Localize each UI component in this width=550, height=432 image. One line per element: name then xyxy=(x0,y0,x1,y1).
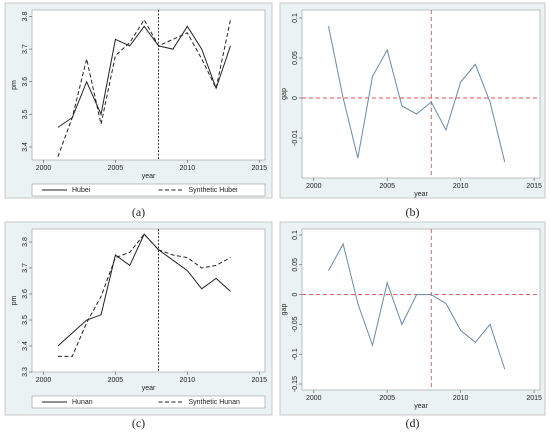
legend-box xyxy=(31,183,266,197)
series-line xyxy=(328,242,506,370)
y-tick-label: -0.05 xyxy=(292,316,299,332)
plot-area xyxy=(301,228,541,391)
legend-label: Synthetic Hunan xyxy=(189,399,240,406)
x-tick-label: 2015 xyxy=(251,165,267,172)
x-tick-label: 2005 xyxy=(108,165,124,172)
series-line xyxy=(57,233,231,357)
y-tick-label: 3.5 xyxy=(22,109,29,119)
y-tick-label: -0.1 xyxy=(292,348,299,360)
y-tick-label: 0 xyxy=(292,96,299,100)
x-tick-label: 2000 xyxy=(306,183,322,190)
series-line xyxy=(57,25,231,128)
plot-area xyxy=(301,9,541,179)
x-tick-label: 2010 xyxy=(180,377,196,384)
series-line xyxy=(57,233,231,347)
y-tick-label: 3.8 xyxy=(22,237,29,247)
y-tick-label: 3.6 xyxy=(22,77,29,87)
x-tick-label: 2010 xyxy=(453,395,469,402)
x-tick-label: 2005 xyxy=(379,183,395,190)
y-axis-label: pm xyxy=(11,80,18,90)
x-axis-label: year xyxy=(142,173,156,180)
y-tick-label: 0.1 xyxy=(292,230,299,240)
panel-caption: (a) xyxy=(132,205,145,219)
x-tick-label: 2015 xyxy=(526,183,542,190)
y-tick-label: 3.7 xyxy=(22,263,29,273)
legend-box xyxy=(31,395,266,409)
x-tick-label: 2005 xyxy=(108,377,124,384)
y-tick-label: 0.05 xyxy=(292,51,299,65)
x-tick-label: 2015 xyxy=(526,395,542,402)
plot-area xyxy=(31,228,266,373)
panel-caption: (b) xyxy=(406,205,420,219)
x-tick-label: 2010 xyxy=(453,183,469,190)
x-tick-label: 2015 xyxy=(251,377,267,384)
y-tick-label: 0.05 xyxy=(292,258,299,272)
y-tick-label: 3.4 xyxy=(22,142,29,152)
panel-caption: (d) xyxy=(406,416,420,430)
y-tick-label: 0.1 xyxy=(292,13,299,23)
y-tick-label: 3.8 xyxy=(22,12,29,22)
series-line xyxy=(327,25,506,163)
x-tick-label: 2010 xyxy=(180,165,196,172)
y-axis-label: pm xyxy=(11,295,18,305)
legend-label: Hubei xyxy=(72,187,91,194)
y-tick-label: -0.15 xyxy=(292,376,299,392)
panel-caption: (c) xyxy=(132,416,145,430)
plot-area xyxy=(31,9,266,161)
y-tick-label: 0 xyxy=(292,293,299,297)
x-axis-label: year xyxy=(414,403,428,410)
y-tick-label: -0.01 xyxy=(292,130,299,146)
x-axis-label: year xyxy=(414,191,428,198)
x-axis-label: year xyxy=(142,385,156,392)
y-tick-label: 3.6 xyxy=(22,289,29,299)
x-tick-label: 2000 xyxy=(306,395,322,402)
legend-label: Hunan xyxy=(72,399,93,406)
y-tick-label: 3.4 xyxy=(22,341,29,351)
x-tick-label: 2000 xyxy=(36,165,52,172)
y-tick-label: 3.5 xyxy=(22,315,29,325)
x-tick-label: 2005 xyxy=(379,395,395,402)
x-tick-label: 2000 xyxy=(36,377,52,384)
legend-label: Synthetic Hubei xyxy=(189,187,238,194)
y-tick-label: 3.3 xyxy=(22,367,29,377)
y-axis-label: gap xyxy=(281,304,288,316)
y-axis-label: gap xyxy=(281,88,288,100)
y-tick-label: 3.7 xyxy=(22,44,29,54)
